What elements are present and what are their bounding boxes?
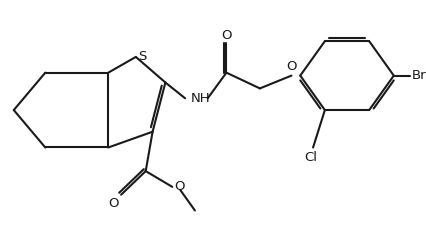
Text: O: O	[108, 197, 119, 210]
Text: NH: NH	[190, 92, 210, 105]
Text: Cl: Cl	[304, 151, 317, 164]
Text: O: O	[174, 180, 184, 193]
Text: Br: Br	[411, 69, 425, 82]
Text: S: S	[138, 50, 146, 63]
Text: O: O	[285, 60, 296, 73]
Text: O: O	[221, 29, 231, 42]
